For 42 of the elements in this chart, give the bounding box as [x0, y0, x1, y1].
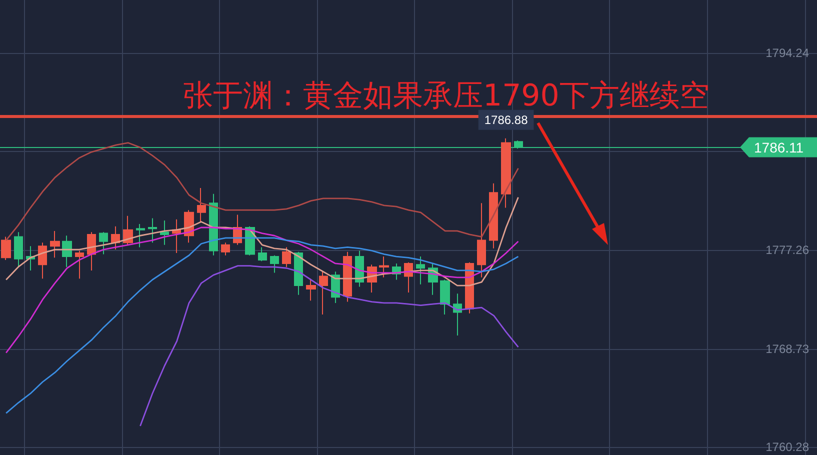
candlestick	[258, 246, 267, 262]
y-tick-label: 1768.73	[766, 342, 810, 356]
candlestick	[1, 236, 11, 260]
candlestick	[379, 256, 389, 278]
candlestick	[62, 235, 72, 268]
candlestick	[87, 232, 96, 271]
candlestick	[136, 224, 145, 248]
candlestick	[111, 226, 120, 250]
candlestick	[75, 250, 84, 280]
candlestick	[197, 188, 206, 222]
candlestick	[209, 193, 218, 256]
candlestick	[489, 182, 498, 249]
candlestick	[294, 251, 303, 296]
line-series	[5, 196, 519, 286]
candlestick	[172, 218, 181, 254]
candlestick	[160, 220, 169, 246]
line-series	[140, 265, 519, 427]
candlestick	[477, 202, 486, 278]
text: 张于渊：黄金如果承压1790下方继续空	[183, 78, 710, 114]
line-series	[5, 226, 519, 354]
candlestick	[306, 278, 316, 302]
y-tick-label: 1777.26	[766, 243, 810, 258]
candlestick	[50, 230, 60, 258]
candlestick	[343, 251, 352, 302]
candlestick	[282, 246, 291, 268]
candlestick	[355, 250, 364, 288]
candlestick	[99, 232, 108, 255]
line-series	[5, 142, 519, 241]
candlestick	[14, 232, 23, 268]
line-series	[5, 237, 519, 414]
candlestick	[38, 242, 47, 280]
y-tick-label: 1794.24	[766, 46, 810, 60]
candlestick	[148, 218, 157, 244]
y-tick-label: 1760.28	[766, 440, 810, 454]
ref-line-label: 1786.11	[754, 139, 804, 156]
annotation: 1786.88	[484, 112, 528, 127]
candlestick	[501, 138, 511, 208]
candlestick	[270, 254, 279, 274]
candlestick	[319, 271, 328, 316]
candlestick	[440, 279, 450, 316]
candlestick	[416, 256, 425, 285]
candlestick	[221, 242, 230, 256]
